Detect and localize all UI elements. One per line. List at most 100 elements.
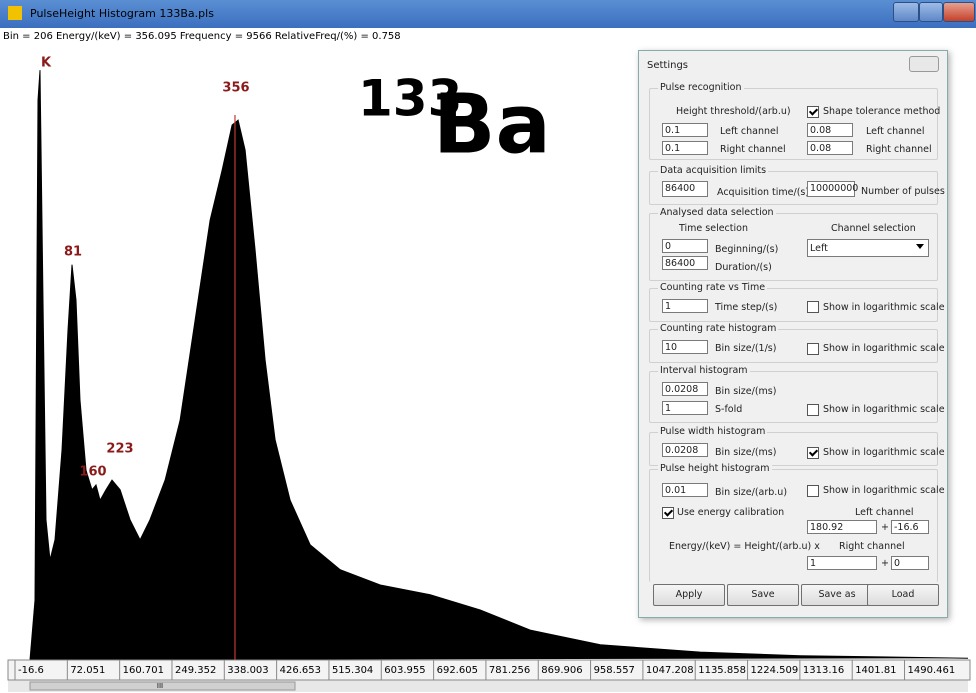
maximize-button[interactable] xyxy=(919,2,943,22)
label: Show in logarithmic scale xyxy=(823,343,945,354)
checkbox[interactable] xyxy=(807,485,819,497)
label: Show in logarithmic scale xyxy=(823,447,945,458)
isotope-symbol: Ba xyxy=(433,77,551,172)
checkbox[interactable] xyxy=(807,447,819,459)
group: Counting rate histogram xyxy=(649,323,938,363)
group-legend: Counting rate vs Time xyxy=(658,282,768,293)
input[interactable]: 10 xyxy=(662,340,708,354)
isotope-mass: 133 xyxy=(358,70,462,128)
input[interactable]: -16.6 xyxy=(891,520,929,534)
checkbox[interactable] xyxy=(807,301,819,313)
x-tick-label: 1047.208 xyxy=(646,665,694,676)
peak-label: 356 xyxy=(222,81,249,96)
input[interactable]: 1 xyxy=(662,299,708,313)
label: Show in logarithmic scale xyxy=(823,404,945,415)
close-button[interactable] xyxy=(943,2,975,22)
input[interactable]: 0.1 xyxy=(662,141,708,155)
label: Bin size/(arb.u) xyxy=(715,487,788,498)
label: Channel selection xyxy=(831,223,916,234)
settings-dialog: Settings Pulse recognition Height thresh… xyxy=(638,50,948,618)
label: Time selection xyxy=(679,223,748,234)
group: Interval histogram xyxy=(649,365,938,423)
group: Pulse height histogram xyxy=(649,463,938,582)
label: Acquisition time/(s) xyxy=(717,187,810,198)
label: Time step/(s) xyxy=(715,302,778,313)
input[interactable]: 1 xyxy=(807,556,877,570)
scroll-thumb[interactable] xyxy=(29,681,296,691)
group: Counting rate vs Time xyxy=(649,282,938,322)
x-axis-bar xyxy=(7,659,971,681)
x-tick-label: 1401.81 xyxy=(855,665,896,676)
input[interactable]: 0.1 xyxy=(662,123,708,137)
input[interactable]: 86400 xyxy=(662,256,708,270)
input[interactable]: 0.0208 xyxy=(662,382,708,396)
label: Height threshold/(arb.u) xyxy=(676,106,791,117)
group-legend: Interval histogram xyxy=(658,365,750,376)
input[interactable]: 10000000 xyxy=(807,181,858,197)
select[interactable]: Left xyxy=(807,239,929,257)
checkbox[interactable] xyxy=(807,343,819,355)
checkbox[interactable] xyxy=(807,106,819,118)
group: Pulse width histogram xyxy=(649,426,938,466)
label: Shape tolerance method xyxy=(823,106,941,117)
scroll-grip: III xyxy=(157,682,163,690)
input[interactable]: 1 xyxy=(662,401,708,415)
input[interactable]: 0.08 xyxy=(807,123,853,137)
x-tick-label: 515.304 xyxy=(332,665,373,676)
window-title: PulseHeight Histogram 133Ba.pls xyxy=(30,7,214,20)
input[interactable]: 0.08 xyxy=(807,141,853,155)
dialog-title: Settings xyxy=(647,60,689,71)
title-bar: PulseHeight Histogram 133Ba.pls xyxy=(0,0,976,28)
x-tick-label: 160.701 xyxy=(123,665,164,676)
minimize-button[interactable] xyxy=(893,2,919,22)
input[interactable]: 0.01 xyxy=(662,483,708,497)
x-tick-label: 603.955 xyxy=(384,665,425,676)
checkbox[interactable] xyxy=(807,404,819,416)
label: Bin size/(ms) xyxy=(715,386,777,397)
label: Bin size/(1/s) xyxy=(715,343,777,354)
input[interactable]: 0 xyxy=(891,556,929,570)
button[interactable]: Save as xyxy=(801,584,873,606)
input[interactable]: 0.0208 xyxy=(662,443,708,457)
group-legend: Pulse width histogram xyxy=(658,426,768,437)
group-legend: Pulse recognition xyxy=(658,82,744,93)
peak-label: K xyxy=(41,56,52,71)
dropdown-arrow xyxy=(916,244,924,253)
label: Use energy calibration xyxy=(677,507,785,518)
input[interactable]: 0 xyxy=(662,239,708,253)
x-tick-label: -16.6 xyxy=(18,665,44,676)
group: Analysed data selection xyxy=(649,207,938,281)
label: Left channel xyxy=(855,507,914,518)
dialog-close[interactable] xyxy=(909,56,939,72)
x-tick-label: 426.653 xyxy=(280,665,321,676)
x-tick-label: 869.906 xyxy=(541,665,582,676)
x-tick-label: 1135.858 xyxy=(698,665,746,676)
label: Duration/(s) xyxy=(715,262,772,273)
label: + xyxy=(881,558,889,569)
x-tick-label: 781.256 xyxy=(489,665,530,676)
button[interactable]: Apply xyxy=(653,584,725,606)
group: Data acquisition limits xyxy=(649,165,938,205)
button[interactable]: Save xyxy=(727,584,799,606)
input[interactable]: 86400 xyxy=(662,181,708,197)
peak-label: 223 xyxy=(106,442,133,457)
label: Show in logarithmic scale xyxy=(823,485,945,496)
app-icon xyxy=(8,6,22,20)
x-tick-label: 249.352 xyxy=(175,665,216,676)
checkbox[interactable] xyxy=(662,507,674,519)
group-legend: Counting rate histogram xyxy=(658,323,779,334)
label: Left channel xyxy=(720,126,779,137)
label: S-fold xyxy=(715,404,743,415)
label: + xyxy=(881,522,889,533)
label: Bin size/(ms) xyxy=(715,447,777,458)
button[interactable]: Load xyxy=(867,584,939,606)
group-legend: Data acquisition limits xyxy=(658,165,769,176)
x-tick-label: 72.051 xyxy=(70,665,105,676)
group: Pulse recognition xyxy=(649,82,938,160)
x-tick-label: 338.003 xyxy=(227,665,268,676)
input[interactable]: 180.92 xyxy=(807,520,877,534)
peak-label: 81 xyxy=(64,245,82,260)
x-tick-label: 692.605 xyxy=(437,665,478,676)
